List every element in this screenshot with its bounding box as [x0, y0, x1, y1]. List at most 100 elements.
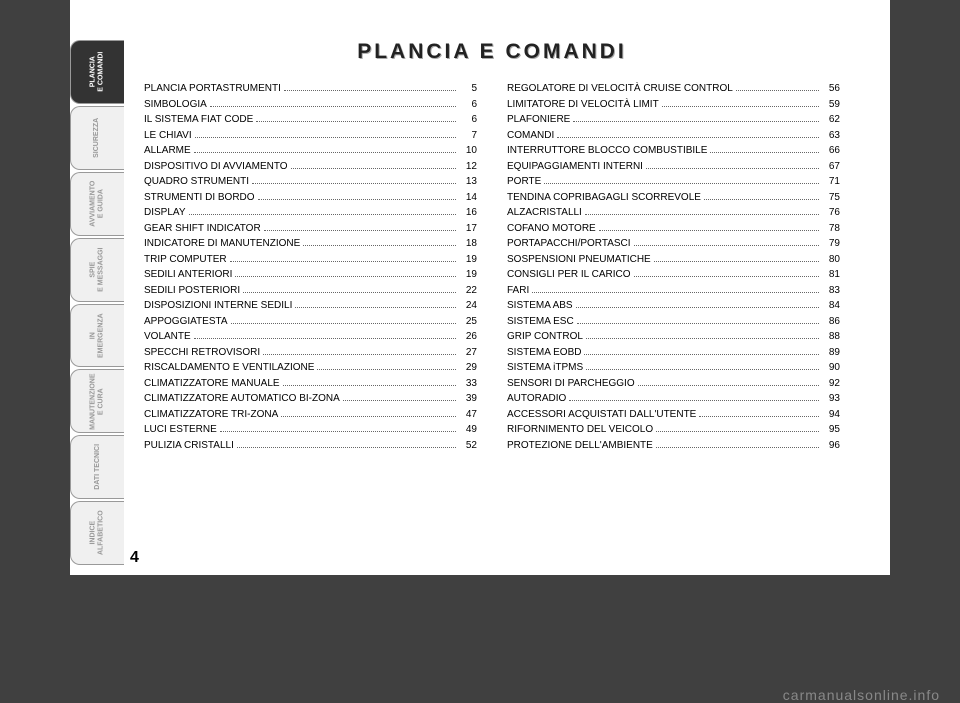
manual-page: PLANCIAE COMANDISICUREZZAAVVIAMENTOE GUI… — [70, 0, 890, 575]
toc-row: CLIMATIZZATORE AUTOMATICO BI-ZONA 39 — [144, 392, 477, 405]
toc-dots — [252, 183, 456, 184]
toc-row: SISTEMA iTPMS 90 — [507, 361, 840, 374]
toc-row: APPOGGIATESTA 25 — [144, 315, 477, 328]
toc-label: CLIMATIZZATORE TRI-ZONA — [144, 408, 278, 421]
toc-label: CLIMATIZZATORE MANUALE — [144, 377, 280, 390]
toc-dots — [295, 307, 456, 308]
toc-page-number: 89 — [822, 346, 840, 359]
sidebar-tab-2[interactable]: AVVIAMENTOE GUIDA — [70, 172, 124, 236]
toc-label: AUTORADIO — [507, 392, 566, 405]
toc-dots — [195, 137, 456, 138]
watermark: carmanualsonline.info — [783, 687, 940, 703]
toc-page-number: 86 — [822, 315, 840, 328]
toc-row: SIMBOLOGIA 6 — [144, 98, 477, 111]
toc-page-number: 14 — [459, 191, 477, 204]
toc-row: SISTEMA ESC 86 — [507, 315, 840, 328]
page-title: PLANCIA E COMANDI — [144, 40, 840, 64]
toc-row: REGOLATORE DI VELOCITÀ CRUISE CONTROL 56 — [507, 82, 840, 95]
toc-dots — [317, 369, 456, 370]
toc-page-number: 92 — [822, 377, 840, 390]
toc-page-number: 88 — [822, 330, 840, 343]
toc-label: SOSPENSIONI PNEUMATICHE — [507, 253, 651, 266]
toc-dots — [573, 121, 819, 122]
page-number: 4 — [130, 549, 139, 567]
toc-label: QUADRO STRUMENTI — [144, 175, 249, 188]
toc-label: TENDINA COPRIBAGAGLI SCORREVOLE — [507, 191, 701, 204]
toc-row: DISPOSITIVO DI AVVIAMENTO 12 — [144, 160, 477, 173]
toc-row: CLIMATIZZATORE MANUALE 33 — [144, 377, 477, 390]
toc-row: ALLARME 10 — [144, 144, 477, 157]
toc-row: SPECCHI RETROVISORI 27 — [144, 346, 477, 359]
toc-columns: PLANCIA PORTASTRUMENTI 5SIMBOLOGIA 6IL S… — [144, 82, 840, 565]
toc-row: LUCI ESTERNE 49 — [144, 423, 477, 436]
toc-label: RIFORNIMENTO DEL VEICOLO — [507, 423, 653, 436]
toc-row: SENSORI DI PARCHEGGIO 92 — [507, 377, 840, 390]
toc-dots — [230, 261, 456, 262]
sidebar-tab-7[interactable]: INDICEALFABETICO — [70, 501, 124, 565]
toc-dots — [634, 245, 819, 246]
sidebar-tab-5[interactable]: MANUTENZIONEE CURA — [70, 369, 124, 433]
sidebar-tab-1[interactable]: SICUREZZA — [70, 106, 124, 170]
toc-dots — [291, 168, 456, 169]
toc-row: RIFORNIMENTO DEL VEICOLO 95 — [507, 423, 840, 436]
toc-row: EQUIPAGGIAMENTI INTERNI 67 — [507, 160, 840, 173]
sidebar-tab-4[interactable]: INEMERGENZA — [70, 304, 124, 368]
toc-dots — [532, 292, 819, 293]
toc-dots — [634, 276, 819, 277]
toc-row: QUADRO STRUMENTI 13 — [144, 175, 477, 188]
toc-row: ACCESSORI ACQUISTATI DALL'UTENTE 94 — [507, 408, 840, 421]
toc-label: PULIZIA CRISTALLI — [144, 439, 234, 452]
toc-page-number: 18 — [459, 237, 477, 250]
toc-dots — [194, 338, 456, 339]
toc-label: SISTEMA iTPMS — [507, 361, 583, 374]
page-content: PLANCIA E COMANDI PLANCIA PORTASTRUMENTI… — [124, 0, 890, 575]
toc-row: VOLANTE 26 — [144, 330, 477, 343]
sidebar-tab-0[interactable]: PLANCIAE COMANDI — [70, 40, 124, 104]
toc-label: PLANCIA PORTASTRUMENTI — [144, 82, 281, 95]
toc-page-number: 95 — [822, 423, 840, 436]
toc-dots — [283, 385, 456, 386]
toc-row: INDICATORE DI MANUTENZIONE 18 — [144, 237, 477, 250]
toc-page-number: 96 — [822, 439, 840, 452]
toc-label: REGOLATORE DI VELOCITÀ CRUISE CONTROL — [507, 82, 733, 95]
toc-row: IL SISTEMA FIAT CODE 6 — [144, 113, 477, 126]
sidebar-tabs: PLANCIAE COMANDISICUREZZAAVVIAMENTOE GUI… — [70, 0, 124, 575]
toc-row: SISTEMA EOBD 89 — [507, 346, 840, 359]
toc-page-number: 19 — [459, 268, 477, 281]
toc-label: GEAR SHIFT INDICATOR — [144, 222, 261, 235]
toc-page-number: 16 — [459, 206, 477, 219]
toc-label: INDICATORE DI MANUTENZIONE — [144, 237, 300, 250]
toc-page-number: 67 — [822, 160, 840, 173]
toc-dots — [585, 214, 819, 215]
sidebar-tab-6[interactable]: DATI TECNICI — [70, 435, 124, 499]
toc-dots — [264, 230, 456, 231]
toc-page-number: 79 — [822, 237, 840, 250]
toc-label: SENSORI DI PARCHEGGIO — [507, 377, 635, 390]
toc-dots — [638, 385, 819, 386]
toc-page-number: 39 — [459, 392, 477, 405]
toc-dots — [210, 106, 456, 107]
toc-dots — [544, 183, 819, 184]
toc-page-number: 76 — [822, 206, 840, 219]
toc-dots — [256, 121, 456, 122]
toc-dots — [194, 152, 456, 153]
toc-dots — [646, 168, 819, 169]
toc-label: CONSIGLI PER IL CARICO — [507, 268, 631, 281]
sidebar-tab-label: INDICEALFABETICO — [90, 511, 105, 556]
toc-label: SIMBOLOGIA — [144, 98, 207, 111]
toc-page-number: 24 — [459, 299, 477, 312]
toc-label: PROTEZIONE DELL'AMBIENTE — [507, 439, 653, 452]
toc-dots — [220, 431, 456, 432]
toc-dots — [576, 307, 819, 308]
toc-dots — [237, 447, 456, 448]
toc-label: DISPOSITIVO DI AVVIAMENTO — [144, 160, 288, 173]
toc-dots — [235, 276, 456, 277]
toc-label: APPOGGIATESTA — [144, 315, 228, 328]
toc-label: LE CHIAVI — [144, 129, 192, 142]
toc-page-number: 90 — [822, 361, 840, 374]
toc-page-number: 29 — [459, 361, 477, 374]
toc-row: SOSPENSIONI PNEUMATICHE 80 — [507, 253, 840, 266]
toc-row: STRUMENTI DI BORDO 14 — [144, 191, 477, 204]
toc-label: LUCI ESTERNE — [144, 423, 217, 436]
sidebar-tab-3[interactable]: SPIEE MESSAGGI — [70, 238, 124, 302]
